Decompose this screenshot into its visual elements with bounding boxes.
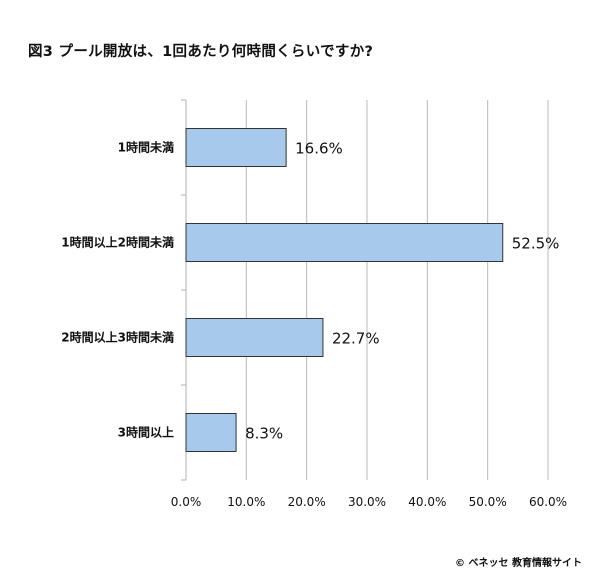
x-tick-label: 60.0%	[529, 495, 567, 509]
x-tick-label: 50.0%	[469, 495, 507, 509]
category-label: 1時間以上2時間未満	[61, 235, 174, 250]
category-labels: 1時間未満 1時間以上2時間未満 2時間以上3時間未満 3時間以上	[61, 140, 174, 440]
x-tick-label: 40.0%	[408, 495, 446, 509]
chart-title: 図3 プール開放は、1回あたり何時間くらいですか?	[28, 44, 374, 60]
bar-value-label: 16.6%	[295, 140, 343, 158]
category-label: 1時間未満	[118, 140, 174, 155]
bar-value-label: 52.5%	[512, 235, 560, 253]
y-axis-ticks	[181, 99, 186, 481]
gridlines	[245, 100, 549, 480]
copyright-notice: © ベネッセ 教育情報サイト	[455, 558, 582, 569]
bar	[185, 128, 287, 167]
x-tick-label: 10.0%	[227, 495, 265, 509]
bar	[185, 223, 504, 262]
category-label: 2時間以上3時間未満	[61, 330, 174, 345]
bar-value-label: 22.7%	[332, 330, 380, 348]
x-tick-label: 20.0%	[288, 495, 326, 509]
bar-value-labels: 16.6% 52.5% 22.7% 8.3%	[245, 140, 559, 443]
bars	[185, 128, 504, 452]
x-tick-label: 0.0%	[171, 495, 202, 509]
bar	[185, 318, 324, 357]
category-label: 3時間以上	[118, 425, 174, 440]
bar-value-label: 8.3%	[245, 425, 283, 443]
bar	[185, 413, 237, 452]
x-tick-label: 30.0%	[348, 495, 386, 509]
x-axis-tick-labels: 0.0% 10.0% 20.0% 30.0% 40.0% 50.0% 60.0%	[171, 495, 567, 509]
